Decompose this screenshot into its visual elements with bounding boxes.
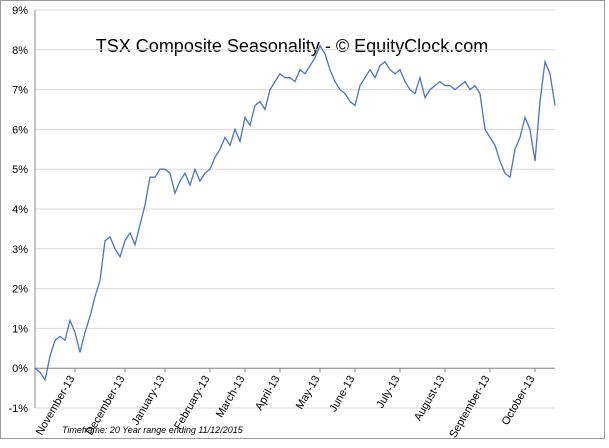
y-tick-label: 9% [12,5,28,17]
y-tick-label: -1% [8,403,28,415]
y-tick-label: 5% [12,164,28,176]
chart-frame [0,0,605,439]
y-tick-label: 0% [12,363,28,375]
y-tick-label: 2% [12,284,28,296]
y-tick-label: 7% [12,85,28,97]
y-tick-label: 1% [12,323,28,335]
data-line [34,44,556,382]
y-tick-label: 8% [12,45,28,57]
footnote: Timeframe: 20 Year range ending 11/12/20… [62,425,244,435]
y-tick-label: 6% [12,124,28,136]
y-tick-label: 4% [12,204,28,216]
y-tick-label: 3% [12,244,28,256]
chart-title: TSX Composite Seasonality - © EquityCloc… [96,36,488,56]
